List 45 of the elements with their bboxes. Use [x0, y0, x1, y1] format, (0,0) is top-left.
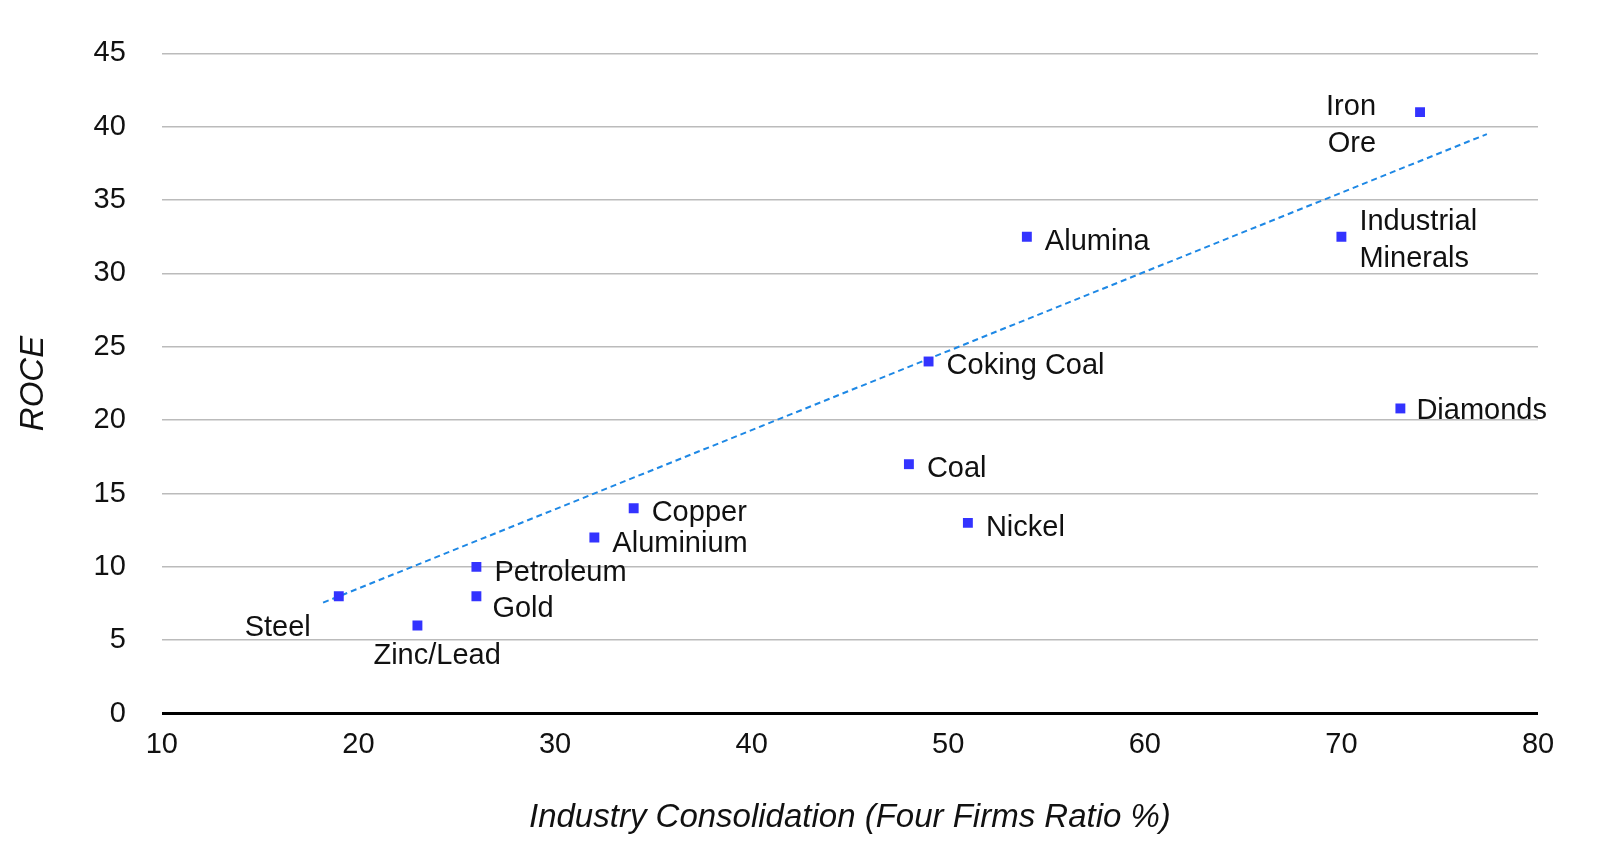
y-tick-label: 0 — [109, 695, 126, 728]
x-tick-label: 30 — [538, 727, 572, 759]
point — [1021, 231, 1032, 242]
data-label: Iron Ore — [1326, 89, 1377, 159]
data-label: Zinc/Lead — [373, 637, 501, 670]
x-tick-label: 50 — [932, 727, 965, 759]
point — [1415, 107, 1425, 118]
point — [589, 532, 600, 543]
data-label: Gold — [492, 591, 554, 624]
data-label: Diamonds — [1416, 393, 1547, 426]
data-label: Copper — [651, 495, 748, 528]
data-label: Nickel — [985, 509, 1065, 542]
y-tick-label: 15 — [93, 475, 126, 508]
point — [628, 503, 639, 514]
x-tick-label: 20 — [342, 727, 375, 759]
x-tick-label: 40 — [735, 727, 768, 759]
data-label: Alumina — [1044, 223, 1151, 256]
y-tick-label: 45 — [93, 35, 126, 68]
x-tick-label: 10 — [145, 727, 178, 759]
y-tick-label: 5 — [109, 622, 126, 655]
y-tick-label: 10 — [93, 548, 126, 581]
point — [471, 561, 482, 572]
y-tick-label: 20 — [93, 402, 126, 435]
point — [412, 620, 423, 631]
data-label: Steel — [244, 610, 311, 643]
point — [903, 459, 914, 470]
y-tick-label: 30 — [93, 255, 126, 288]
x-tick-label: 70 — [1325, 727, 1358, 759]
point — [923, 356, 934, 367]
y-tick-label: 40 — [93, 108, 126, 141]
y-tick-label: 35 — [93, 182, 126, 215]
data-label: Petroleum — [494, 554, 627, 587]
x-tick-label: 80 — [1521, 727, 1555, 759]
y-axis-title: ROCE — [12, 334, 50, 432]
x-axis-title: Industry Consolidation (Four Firms Ratio %) — [528, 797, 1171, 835]
y-tick-label: 25 — [93, 328, 126, 361]
point — [333, 591, 344, 602]
data-label: Coking Coal — [946, 348, 1105, 381]
data-label: Coal — [926, 451, 987, 484]
point — [1395, 403, 1406, 414]
point — [471, 591, 482, 602]
data-label: Industrial Minerals — [1359, 203, 1478, 273]
x-tick-label: 60 — [1128, 727, 1161, 759]
point — [1336, 231, 1347, 242]
point — [962, 517, 973, 528]
